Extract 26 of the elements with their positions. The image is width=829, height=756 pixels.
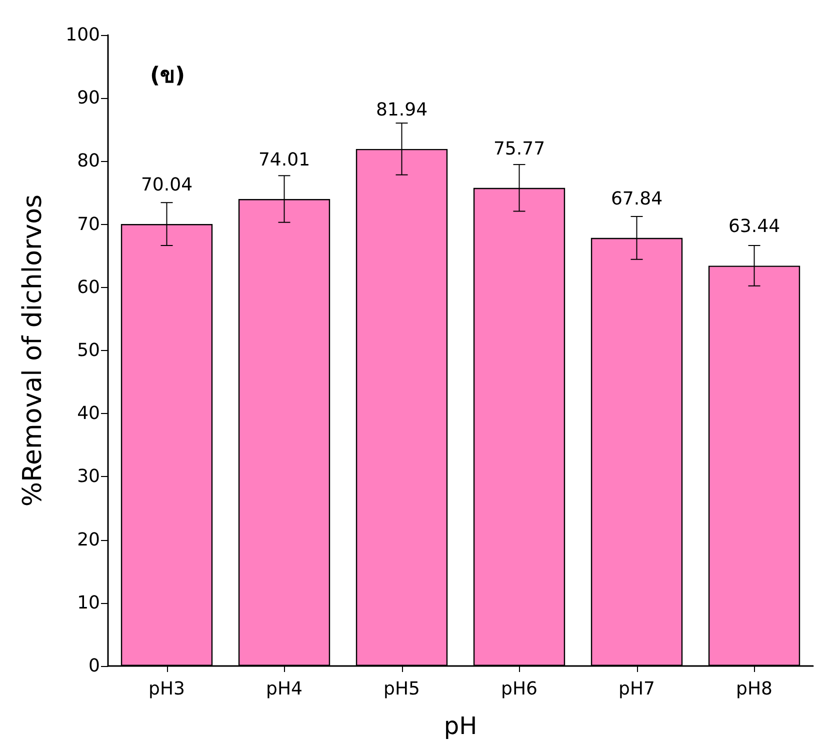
y-tick-label: 40 (77, 403, 100, 424)
y-tick-label: 0 (88, 656, 100, 676)
x-tick-label: pH7 (618, 678, 655, 700)
y-tick-label: 90 (77, 88, 100, 109)
data-label: 70.04 (140, 174, 193, 196)
x-tick-label: pH8 (736, 678, 772, 700)
data-label: 75.77 (493, 138, 546, 160)
y-tick-label: 30 (77, 466, 100, 488)
x-tick-label: pH4 (266, 678, 302, 700)
data-label: 74.01 (258, 149, 310, 170)
data-label: 63.44 (728, 216, 780, 238)
x-tick-label: pH3 (148, 678, 185, 700)
x-tick-label: pH6 (501, 678, 538, 700)
x-tick-label: pH5 (384, 678, 420, 700)
data-label: 67.84 (610, 188, 663, 210)
y-tick-label: 60 (77, 276, 100, 298)
data-label: 81.94 (376, 99, 428, 120)
y-tick-label: 70 (77, 214, 100, 235)
y-tick-label: 100 (66, 24, 100, 46)
annotation: (ข) (150, 64, 186, 88)
y-tick-label: 20 (77, 529, 100, 550)
y-axis-title: %Removal of dichlorvos (18, 194, 48, 507)
y-tick-label: 50 (77, 340, 100, 361)
y-tick-label: 10 (77, 592, 100, 614)
y-tick-label: 80 (77, 150, 100, 172)
x-axis-title: pH (444, 712, 478, 740)
